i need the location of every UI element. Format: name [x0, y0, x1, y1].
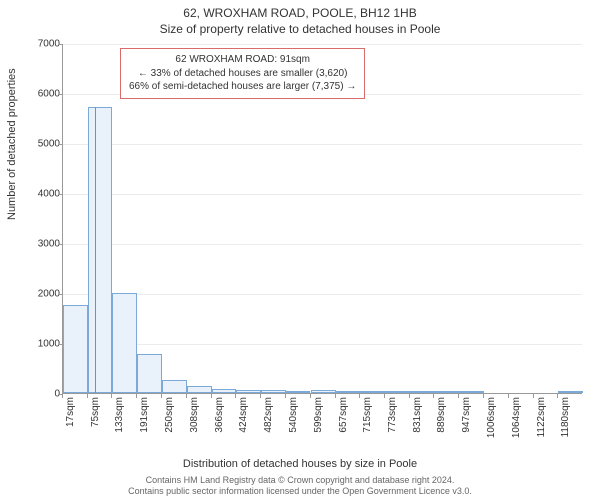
- histogram-bar: [410, 391, 435, 393]
- x-tick-label: 657sqm: [338, 397, 349, 457]
- x-tick-label: 133sqm: [114, 397, 125, 457]
- x-axis-label: Distribution of detached houses by size …: [0, 458, 600, 470]
- y-tick-mark: [58, 94, 62, 95]
- histogram-bar: [286, 391, 311, 393]
- histogram-bar: [137, 354, 162, 394]
- gridline: [63, 294, 582, 295]
- x-tick-mark: [235, 394, 236, 398]
- annotation-line-1: 62 WROXHAM ROAD: 91sqm: [129, 53, 356, 67]
- x-tick-mark: [557, 394, 558, 398]
- footer-line-2: Contains public sector information licen…: [0, 486, 600, 497]
- y-tick-label: 6000: [20, 89, 60, 100]
- x-tick-mark: [310, 394, 311, 398]
- x-tick-label: 599sqm: [313, 397, 324, 457]
- x-tick-label: 308sqm: [189, 397, 200, 457]
- x-tick-mark: [508, 394, 509, 398]
- x-tick-label: 540sqm: [288, 397, 299, 457]
- highlight-marker: [95, 107, 97, 393]
- y-tick-mark: [58, 194, 62, 195]
- gridline: [63, 144, 582, 145]
- y-tick-mark: [58, 244, 62, 245]
- x-tick-label: 482sqm: [263, 397, 274, 457]
- x-tick-mark: [533, 394, 534, 398]
- x-tick-mark: [285, 394, 286, 398]
- title-sub: Size of property relative to detached ho…: [0, 20, 600, 36]
- annotation-box: 62 WROXHAM ROAD: 91sqm ← 33% of detached…: [120, 48, 365, 99]
- histogram-bar: [385, 391, 410, 393]
- histogram-bar: [63, 305, 88, 394]
- figure-container: 62, WROXHAM ROAD, POOLE, BH12 1HB Size o…: [0, 0, 600, 500]
- annotation-line-3: 66% of semi-detached houses are larger (…: [129, 80, 356, 94]
- x-tick-label: 366sqm: [214, 397, 225, 457]
- x-tick-label: 715sqm: [362, 397, 373, 457]
- histogram-bar: [236, 390, 261, 393]
- x-tick-mark: [335, 394, 336, 398]
- x-tick-mark: [211, 394, 212, 398]
- histogram-bar: [434, 391, 459, 393]
- x-tick-label: 947sqm: [461, 397, 472, 457]
- y-tick-mark: [58, 344, 62, 345]
- y-tick-label: 4000: [20, 189, 60, 200]
- histogram-bar: [459, 391, 484, 393]
- histogram-bar: [336, 391, 361, 394]
- histogram-bar: [162, 380, 187, 393]
- y-tick-label: 1000: [20, 339, 60, 350]
- x-tick-label: 424sqm: [238, 397, 249, 457]
- x-tick-label: 1006sqm: [486, 397, 497, 457]
- y-tick-mark: [58, 144, 62, 145]
- x-tick-mark: [409, 394, 410, 398]
- x-tick-mark: [136, 394, 137, 398]
- histogram-bar: [360, 391, 385, 393]
- y-tick-label: 0: [20, 389, 60, 400]
- x-tick-mark: [62, 394, 63, 398]
- x-tick-mark: [384, 394, 385, 398]
- x-tick-mark: [458, 394, 459, 398]
- x-tick-label: 889sqm: [436, 397, 447, 457]
- x-tick-mark: [87, 394, 88, 398]
- x-tick-label: 773sqm: [387, 397, 398, 457]
- y-tick-label: 3000: [20, 239, 60, 250]
- x-tick-label: 1180sqm: [560, 397, 571, 457]
- histogram-bar: [558, 391, 583, 393]
- histogram-bar: [212, 389, 237, 394]
- histogram-bar: [112, 293, 137, 393]
- y-tick-mark: [58, 44, 62, 45]
- histogram-bar: [187, 386, 212, 393]
- title-main: 62, WROXHAM ROAD, POOLE, BH12 1HB: [0, 0, 600, 20]
- y-tick-label: 5000: [20, 139, 60, 150]
- x-tick-mark: [433, 394, 434, 398]
- x-tick-label: 191sqm: [139, 397, 150, 457]
- x-tick-mark: [483, 394, 484, 398]
- gridline: [63, 194, 582, 195]
- footer: Contains HM Land Registry data © Crown c…: [0, 475, 600, 498]
- x-tick-mark: [260, 394, 261, 398]
- y-tick-label: 2000: [20, 289, 60, 300]
- gridline: [63, 244, 582, 245]
- footer-line-1: Contains HM Land Registry data © Crown c…: [0, 475, 600, 486]
- y-axis-label: Number of detached properties: [6, 68, 18, 220]
- gridline: [63, 344, 582, 345]
- y-tick-label: 7000: [20, 39, 60, 50]
- y-tick-mark: [58, 294, 62, 295]
- x-tick-mark: [186, 394, 187, 398]
- x-tick-mark: [359, 394, 360, 398]
- x-tick-mark: [111, 394, 112, 398]
- x-tick-label: 75sqm: [90, 397, 101, 457]
- x-tick-label: 17sqm: [65, 397, 76, 457]
- x-tick-mark: [161, 394, 162, 398]
- histogram-bar: [261, 390, 286, 393]
- gridline: [63, 44, 582, 45]
- x-tick-label: 1064sqm: [511, 397, 522, 457]
- x-tick-label: 831sqm: [412, 397, 423, 457]
- x-tick-label: 1122sqm: [536, 397, 547, 457]
- histogram-bar: [88, 107, 113, 393]
- annotation-line-2: ← 33% of detached houses are smaller (3,…: [129, 67, 356, 81]
- x-tick-label: 250sqm: [164, 397, 175, 457]
- histogram-bar: [311, 390, 336, 393]
